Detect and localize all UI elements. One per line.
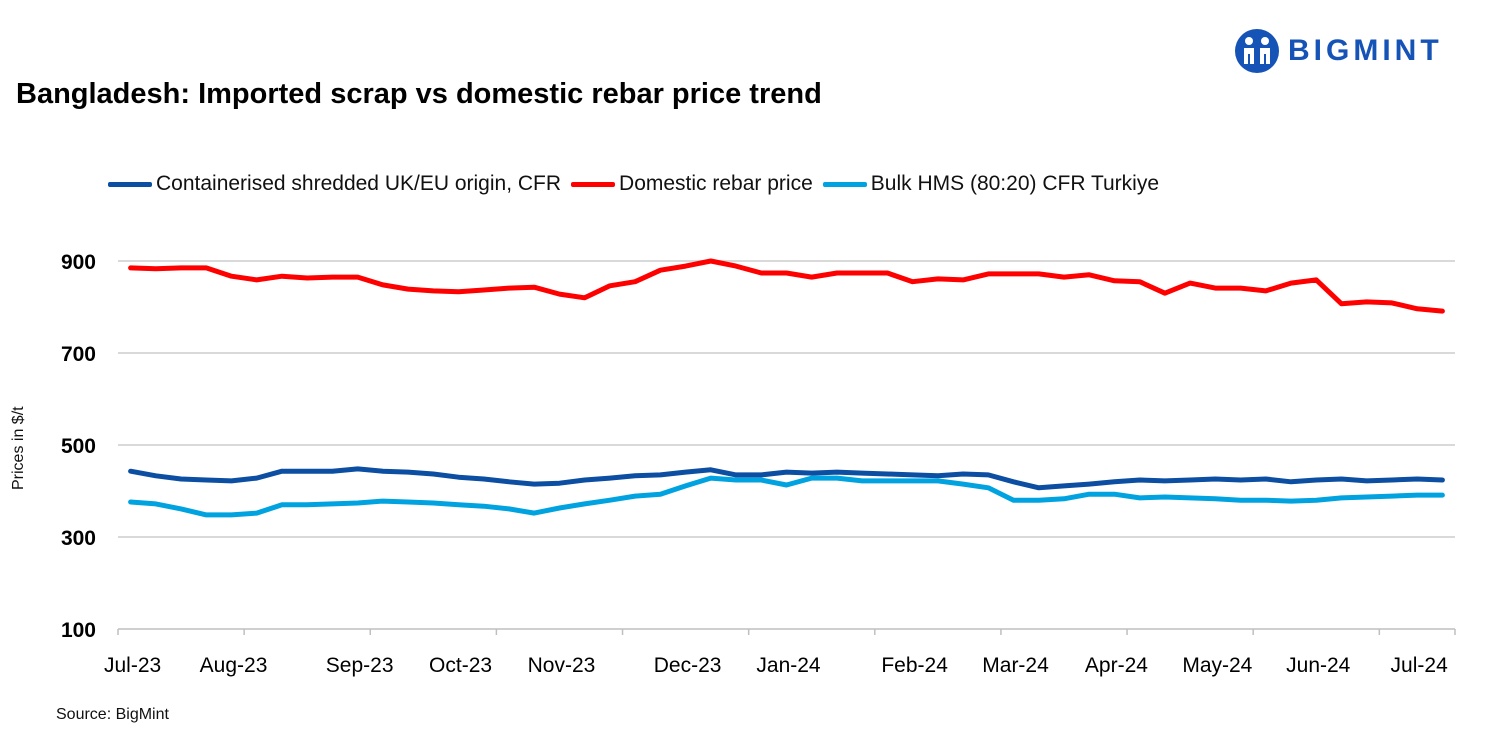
legend-label: Containerised shredded UK/EU origin, CFR xyxy=(156,172,562,195)
x-tick-label: Jan-24 xyxy=(756,654,821,677)
legend-swatch xyxy=(571,181,616,187)
y-tick-label: 700 xyxy=(61,343,96,366)
x-tick-label: Nov-23 xyxy=(528,654,596,677)
bigmint-logo-icon xyxy=(1235,29,1279,73)
series-line xyxy=(128,475,1445,518)
x-tick-label: Feb-24 xyxy=(881,654,948,677)
legend-swatch xyxy=(822,181,867,187)
bigmint-logo: BIGMINT xyxy=(1234,28,1443,74)
x-tick-label: Jul-24 xyxy=(1391,654,1449,677)
logo-text: BIGMINT xyxy=(1288,34,1443,67)
series-line xyxy=(128,466,1445,491)
series-line xyxy=(128,258,1445,314)
y-tick-label: 500 xyxy=(61,435,96,458)
source-note: Source: BigMint xyxy=(56,706,169,723)
x-tick-label: Dec-23 xyxy=(654,654,722,677)
chart-title: Bangladesh: Imported scrap vs domestic r… xyxy=(16,78,822,110)
legend-label: Domestic rebar price xyxy=(619,172,813,195)
legend-swatch xyxy=(108,181,152,187)
x-tick-label: Mar-24 xyxy=(982,654,1049,677)
legend-label: Bulk HMS (80:20) CFR Turkiye xyxy=(870,172,1160,195)
x-tick-label: Jun-24 xyxy=(1286,654,1351,677)
legend-item-containerised: Containerised shredded UK/EU origin, CFR xyxy=(108,172,561,196)
x-tick-label: Oct-23 xyxy=(429,654,492,677)
x-tick-label: May-24 xyxy=(1182,654,1252,677)
legend: Containerised shredded UK/EU origin, CFR… xyxy=(108,172,1159,196)
x-tick-label: Apr-24 xyxy=(1085,654,1148,677)
y-tick-label: 300 xyxy=(61,527,96,550)
legend-item-hms: Bulk HMS (80:20) CFR Turkiye xyxy=(822,172,1160,196)
y-tick-label: 900 xyxy=(61,251,96,274)
x-tick-label: Jul-23 xyxy=(104,654,161,677)
legend-item-rebar: Domestic rebar price xyxy=(571,172,813,196)
x-tick-label: Sep-23 xyxy=(326,654,394,677)
y-tick-label: 100 xyxy=(61,619,96,642)
x-tick-label: Aug-23 xyxy=(200,654,268,677)
